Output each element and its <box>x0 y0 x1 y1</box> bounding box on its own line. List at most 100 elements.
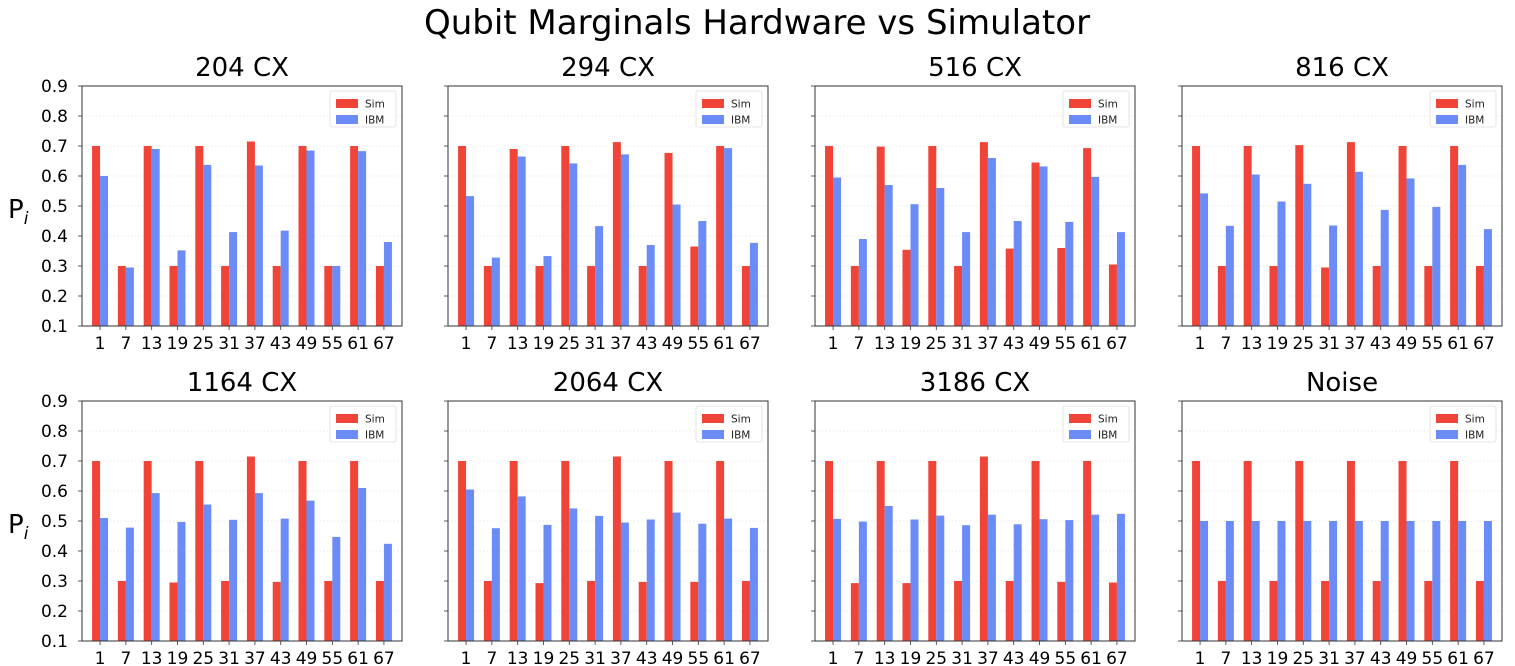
legend-swatch <box>702 430 724 439</box>
ibm-bar <box>1432 521 1441 641</box>
x-tick-label: 43 <box>1003 334 1025 354</box>
sim-bar <box>1321 581 1330 641</box>
panel-title: 816 CX <box>1295 53 1389 83</box>
ibm-bar <box>280 230 289 326</box>
x-tick-label: 13 <box>1241 334 1263 354</box>
sim-bar <box>587 581 596 641</box>
ibm-bar <box>569 508 578 641</box>
legend-label: Sim <box>365 414 385 426</box>
axes-frame <box>447 85 769 327</box>
ibm-bar <box>910 204 919 326</box>
x-tick-label: 31 <box>951 334 973 354</box>
figure-title: Qubit Marginals Hardware vs Simulator <box>424 3 1090 43</box>
ibm-bar <box>1329 225 1338 326</box>
x-tick-label: 7 <box>120 649 131 666</box>
ibm-bar <box>1251 521 1260 641</box>
sim-bar <box>876 146 885 326</box>
subplot-panel: 516 CX 1 7 13 19 25 31 37 43 49 55 61 67 Sim IBM <box>811 53 1136 354</box>
sim-bar <box>375 581 384 641</box>
subplot-panel: 3186 CX 1 7 13 19 25 31 37 43 49 55 61 67 Sim IBM <box>811 368 1136 666</box>
sim-bar <box>612 456 621 641</box>
sim-bar <box>458 461 467 641</box>
sim-bar <box>458 146 467 326</box>
sim-bar <box>92 461 101 641</box>
sim-bar <box>169 266 178 326</box>
ibm-bar <box>1483 229 1492 326</box>
sim-bar <box>1108 582 1117 641</box>
legend-swatch <box>1436 115 1458 124</box>
ibm-bar <box>936 188 945 326</box>
x-tick-label: 67 <box>1473 334 1495 354</box>
x-tick-label: 31 <box>584 649 606 666</box>
x-tick-label: 7 <box>1220 649 1231 666</box>
ibm-bar <box>595 515 604 641</box>
y-tick-label: 0.9 <box>41 392 68 412</box>
ibm-bar <box>517 496 526 641</box>
sim-bar <box>195 146 204 326</box>
axes-frame <box>447 400 769 642</box>
sim-bar <box>509 461 518 641</box>
ibm-bar <box>833 518 842 641</box>
sim-bar <box>928 461 937 641</box>
x-tick-label: 43 <box>636 649 658 666</box>
legend-label: IBM <box>365 115 384 127</box>
legend: Sim IBM <box>1062 90 1130 128</box>
sim-bar <box>954 266 963 326</box>
ibm-bar <box>280 518 289 641</box>
legend-swatch <box>1436 430 1458 439</box>
sim-bar <box>690 246 699 326</box>
sim-bar <box>1108 264 1117 326</box>
ibm-bar <box>884 506 893 641</box>
x-tick-label: 37 <box>610 334 632 354</box>
x-tick-label: 55 <box>1055 649 1077 666</box>
ibm-bar <box>833 177 842 326</box>
panel-title: 516 CX <box>928 53 1022 83</box>
sim-bar <box>954 581 963 641</box>
y-axis-label: Pi <box>8 195 29 229</box>
ibm-bar <box>698 523 707 641</box>
ibm-bar <box>1013 221 1022 326</box>
x-tick-label: 43 <box>270 649 292 666</box>
sim-bar <box>979 142 988 326</box>
ibm-bar <box>151 493 160 641</box>
ibm-bar <box>1406 178 1415 326</box>
x-tick-label: 31 <box>218 649 240 666</box>
x-tick-label: 55 <box>1422 649 1444 666</box>
x-tick-label: 37 <box>1344 649 1366 666</box>
sim-bar <box>1083 461 1092 641</box>
x-tick-label: 1 <box>95 649 106 666</box>
legend: Sim IBM <box>1429 90 1497 128</box>
ibm-bar <box>1354 171 1363 326</box>
sim-bar <box>1398 461 1407 641</box>
x-tick-label: 1 <box>1195 649 1206 666</box>
sim-bar <box>246 141 255 326</box>
x-tick-label: 19 <box>900 649 922 666</box>
ibm-bar <box>1483 521 1492 641</box>
sim-bar <box>350 461 359 641</box>
x-tick-label: 31 <box>951 649 973 666</box>
ibm-bar <box>1200 521 1209 641</box>
legend-swatch <box>702 99 724 108</box>
sim-bar <box>825 461 834 641</box>
x-tick-label: 49 <box>1396 334 1418 354</box>
x-tick-label: 19 <box>900 334 922 354</box>
legend: Sim IBM <box>329 90 397 128</box>
x-tick-label: 13 <box>1241 649 1263 666</box>
subplot-panel: 294 CX 1 7 13 19 25 31 37 43 49 55 61 67 Sim IBM <box>444 53 769 354</box>
x-tick-label: 1 <box>461 649 472 666</box>
ibm-bar <box>1200 193 1209 326</box>
legend-label: Sim <box>365 99 385 111</box>
x-tick-label: 49 <box>1029 649 1051 666</box>
ibm-bar <box>1458 164 1467 326</box>
y-tick-label: 0.9 <box>41 77 68 97</box>
sim-bar <box>1372 266 1381 326</box>
x-tick-label: 7 <box>853 334 864 354</box>
sim-bar <box>690 581 699 641</box>
x-tick-label: 55 <box>1422 334 1444 354</box>
x-tick-label: 61 <box>1447 649 1469 666</box>
x-tick-label: 61 <box>347 334 369 354</box>
axes-frame <box>814 400 1136 642</box>
ibm-bar <box>569 163 578 326</box>
